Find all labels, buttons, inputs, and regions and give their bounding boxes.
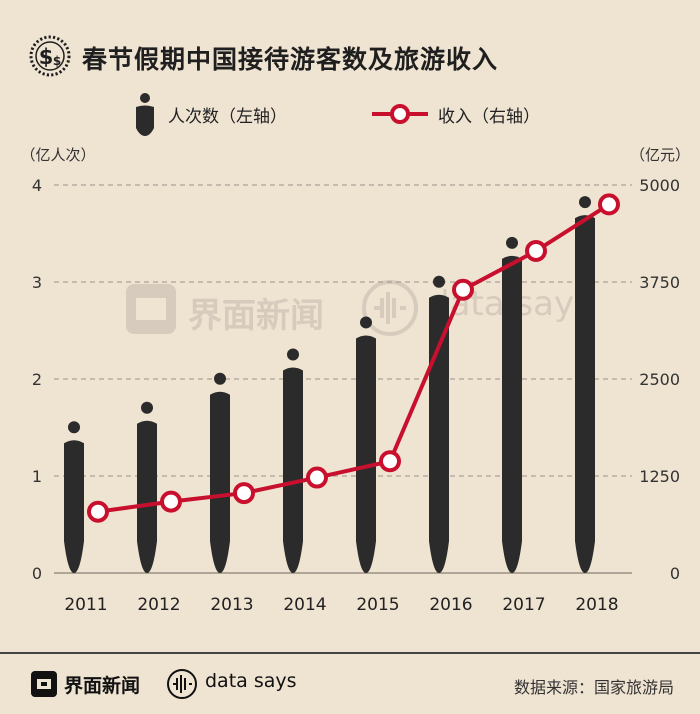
y-left-tick-label: 2 [32,370,42,389]
people-bar [502,255,522,573]
people-bar-head [68,421,80,434]
chart-plot: 0 0 1 1250 2 2500 3 3750 4 5000 （亿人次） （亿元） 2011 2012 2… [20,146,690,615]
person-silhouette-icon [136,93,154,136]
people-bar-head [579,196,591,209]
jiemian-logo-icon [31,671,57,697]
data-source: 数据来源：国家旅游局 [513,678,674,697]
people-bar [210,391,230,573]
x-tick-label: 2014 [283,595,326,615]
revenue-point [87,500,109,523]
x-tick-label: 2011 [64,595,107,615]
people-bar [283,367,303,573]
svg-text:$: $ [53,54,61,68]
x-tick-label: 2013 [210,595,253,615]
people-bar-head [433,275,445,288]
legend-revenue-label: 收入（右轴） [438,107,540,127]
y-right-tick-label: 0 [670,564,680,583]
datasays-wave-icon [167,669,197,699]
people-bar-head [287,348,299,361]
chart-header: $ $ 春节假期中国接待游客数及旅游收入 [0,0,700,80]
people-bar [575,215,595,573]
chart-legend: 人次数（左轴） 收入（右轴） [0,92,700,136]
y-right-tick-label: 2500 [639,370,680,389]
people-bar [356,335,376,573]
y-right-axis-label: （亿元） [630,146,690,164]
svg-text:$: $ [39,45,54,69]
revenue-point [379,450,401,473]
revenue-point [452,278,474,301]
footer-brand-cn: 界面新闻 [64,675,141,697]
people-bar [429,294,449,573]
people-bar-head [141,401,153,414]
people-bar-head [506,236,518,249]
x-tick-label: 2018 [575,595,618,615]
legend-people-label: 人次数（左轴） [168,107,287,127]
people-bar [137,420,157,573]
x-tick-label: 2012 [137,595,180,615]
revenue-point [233,482,255,505]
revenue-point [160,490,182,513]
y-left-axis-label: （亿人次） [20,146,95,164]
y-left-tick-label: 4 [32,176,42,195]
revenue-point [306,466,328,489]
x-tick-label: 2015 [356,595,399,615]
people-bar-head [360,316,372,329]
y-right-tick-label: 1250 [639,467,680,486]
x-tick-label: 2017 [502,595,545,615]
y-right-tick-label: 3750 [639,273,680,292]
y-right-tick-label: 5000 [639,176,680,195]
people-bar-head [214,372,226,385]
line-circle-marker-icon [372,104,428,124]
chart-title: 春节假期中国接待游客数及旅游收入 [82,45,499,74]
y-left-tick-label: 3 [32,273,42,292]
revenue-point [525,239,547,262]
footer-brand-en: data says [205,670,297,692]
revenue-line [97,202,611,514]
people-bar [64,440,84,573]
dollar-badge-icon: $ $ [29,35,71,77]
y-left-tick-label: 1 [32,467,42,486]
footer: 界面新闻 data says 数据来源：国家旅游局 [0,652,700,714]
revenue-point [598,193,620,216]
x-tick-label: 2016 [429,595,472,615]
y-left-tick-label: 0 [32,564,42,583]
